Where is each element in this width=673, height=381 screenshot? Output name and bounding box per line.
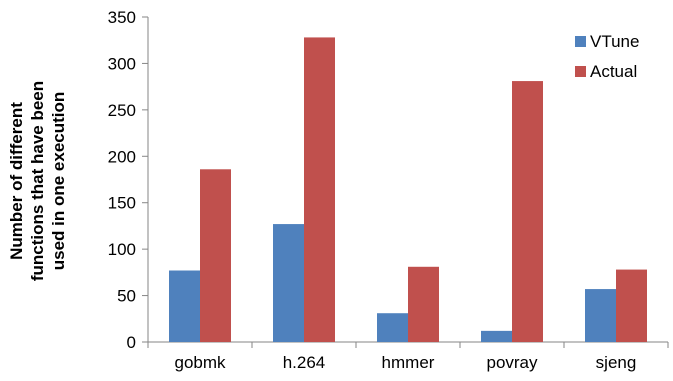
- y-tick-label: 200: [108, 147, 136, 166]
- y-axis-label-line: Number of different: [7, 102, 26, 260]
- bar-actual-hmmer: [408, 266, 439, 342]
- y-tick-label: 50: [117, 287, 136, 306]
- legend-swatch-vtune: [575, 36, 586, 47]
- bars: [169, 37, 647, 343]
- y-tick-label: 150: [108, 194, 136, 213]
- y-axis-label: Number of different functions that have b…: [7, 81, 68, 281]
- y-axis-label-line: functions that have been: [28, 81, 47, 281]
- bar-vtune-gobmk: [169, 270, 200, 342]
- x-category-label: hmmer: [382, 353, 435, 372]
- y-tick-label: 250: [108, 101, 136, 120]
- x-category-label: povray: [486, 353, 538, 372]
- bar-actual-sjeng: [616, 269, 647, 342]
- bar-vtune-sjeng: [585, 289, 616, 342]
- x-category-label: sjeng: [596, 353, 637, 372]
- y-axis: 0 50 100 150 200 250 300 350: [108, 8, 149, 352]
- legend-label-vtune: VTune: [590, 32, 639, 51]
- legend-swatch-actual: [575, 66, 586, 77]
- bar-vtune-hmmer: [377, 313, 408, 342]
- y-tick-label: 350: [108, 8, 136, 27]
- y-tick-label: 100: [108, 240, 136, 259]
- bar-actual-gobmk: [200, 169, 231, 342]
- y-axis-label-line: used in one execution: [49, 92, 68, 271]
- y-tick-label: 0: [127, 333, 136, 352]
- bar-actual-h264: [304, 37, 335, 343]
- x-category-label: gobmk: [174, 353, 226, 372]
- legend-label-actual: Actual: [590, 62, 637, 81]
- bar-vtune-h264: [273, 224, 304, 342]
- y-tick-label: 300: [108, 54, 136, 73]
- legend: VTune Actual: [575, 32, 639, 81]
- bar-vtune-povray: [481, 330, 512, 342]
- x-axis: gobmk h.264 hmmer povray sjeng: [147, 341, 669, 372]
- bar-actual-povray: [512, 81, 543, 343]
- x-category-label: h.264: [283, 353, 326, 372]
